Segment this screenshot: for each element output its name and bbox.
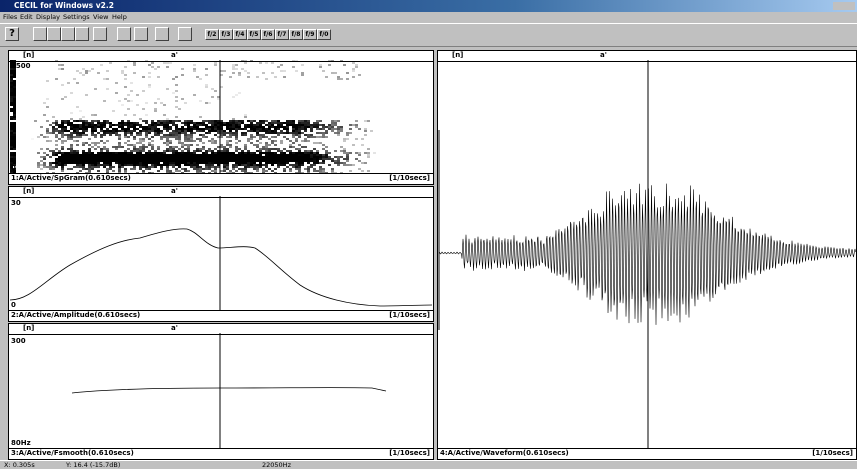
y-top-label: 30 (11, 199, 21, 208)
segment-label: [n] (23, 324, 34, 333)
fsmooth-panel: [n] a' 300 80Hz 3:A/Active/Fsmooth(0.610… (8, 323, 434, 460)
status-bar: X: 0.305s Y: 16.4 (-15.7dB) 22050Hz (0, 460, 857, 469)
amplitude-panel: [n] a' 30 0 2:A/Active/Amplitude(0.610se… (8, 186, 434, 322)
segment-label: a' (171, 324, 178, 333)
cursor-y: Y: 16.4 (-15.7dB) (66, 461, 120, 469)
cursor-x: X: 0.305s (4, 461, 35, 469)
panel-footer: 3:A/Active/Fsmooth(0.610secs) [1/10secs] (9, 448, 433, 459)
y-bottom-label: 0 (11, 164, 16, 173)
panel-name: 3:A/Active/Fsmooth(0.610secs) (11, 449, 134, 458)
panel-header: [n] a' (9, 187, 433, 198)
panel-name: 2:A/Active/Amplitude(0.610secs) (11, 311, 140, 320)
waveform-panel: [n] a' 4:A/Active/Waveform(0.610secs) [1… (437, 50, 857, 460)
time-scale: [1/10secs] (812, 449, 853, 458)
segment-label: a' (171, 187, 178, 196)
segment-label: a' (600, 51, 607, 60)
panel-header: [n] a' (438, 51, 856, 62)
segment-label: [n] (452, 51, 463, 60)
panel-name: 4:A/Active/Waveform(0.610secs) (440, 449, 569, 458)
segment-label: [n] (23, 51, 34, 60)
panel-name: 1:A/Active/SpGram(0.610secs) (11, 174, 131, 183)
segment-label: a' (171, 51, 178, 60)
panel-header: [n] a' (9, 51, 433, 62)
sample-rate: 22050Hz (262, 461, 291, 469)
panel-footer: 2:A/Active/Amplitude(0.610secs) [1/10sec… (9, 310, 433, 321)
time-scale: [1/10secs] (389, 449, 430, 458)
y-top-label: 5500 (11, 62, 30, 71)
time-scale: [1/10secs] (389, 311, 430, 320)
segment-label: [n] (23, 187, 34, 196)
panel-header: [n] a' (9, 324, 433, 335)
y-top-label: 300 (11, 337, 26, 346)
time-scale: [1/10secs] (389, 174, 430, 183)
panel-footer: 1:A/Active/SpGram(0.610secs) [1/10secs] (9, 173, 433, 184)
y-bottom-label: 80Hz (11, 439, 31, 448)
spectrogram-panel: [n] a' 5500 0 1:A/Active/SpGram(0.610sec… (8, 50, 434, 185)
y-bottom-label: 0 (11, 301, 16, 310)
panel-footer: 4:A/Active/Waveform(0.610secs) [1/10secs… (438, 448, 856, 459)
app-window: CECIL for Windows v2.2 Files Edit Displa… (0, 0, 857, 469)
